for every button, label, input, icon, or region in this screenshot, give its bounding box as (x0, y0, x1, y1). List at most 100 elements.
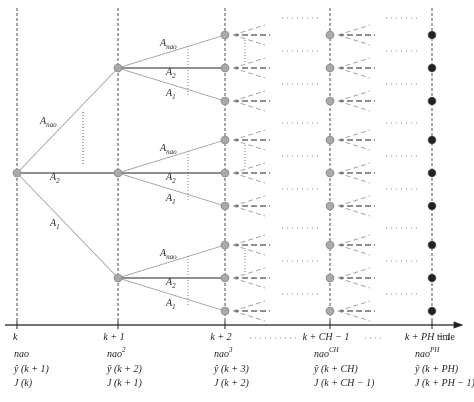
node (113, 63, 123, 73)
fan (232, 310, 266, 322)
fan (232, 24, 266, 36)
fan (337, 172, 371, 184)
cost-label: J (k) (14, 378, 33, 389)
edge-label: Anao (159, 248, 177, 261)
edge (117, 244, 226, 279)
edge-label-base: A (165, 172, 173, 183)
time-tick-label: k (13, 332, 18, 343)
decoration (16, 8, 433, 339)
power-label: naoPH (415, 346, 440, 360)
fan (232, 90, 266, 102)
node (427, 96, 437, 106)
edge-label-sub: 2 (172, 177, 176, 185)
edge-label-base: A (159, 143, 167, 154)
node (220, 135, 230, 145)
node (220, 30, 230, 40)
node (220, 273, 230, 283)
node (427, 63, 437, 73)
power-label: nao2 (107, 346, 126, 360)
fan (337, 34, 371, 46)
fan (232, 277, 266, 289)
fan (232, 172, 266, 184)
power-label-base: nao (415, 349, 430, 360)
edge-label-sub: 2 (172, 72, 176, 80)
node (325, 306, 335, 316)
fan (337, 277, 371, 289)
output-label: ŷ (k + 2) (106, 364, 142, 375)
fan (337, 234, 371, 246)
power-label: naoCH (314, 346, 340, 360)
edge-label: Anao (39, 116, 57, 129)
node (325, 96, 335, 106)
edge-label: Anao (159, 143, 177, 156)
fan (232, 300, 266, 312)
node (220, 96, 230, 106)
fan (337, 162, 371, 174)
edge-label-sub: 1 (172, 93, 176, 101)
edge-label-sub: nao (166, 148, 177, 156)
power-label-sup: CH (329, 346, 340, 354)
fan (337, 24, 371, 36)
edge-label-base: A (165, 298, 173, 309)
node (220, 63, 230, 73)
edge-label-base: A (49, 218, 57, 229)
time-tick-label: k + 1 (103, 332, 124, 343)
node (325, 63, 335, 73)
edge-label-sub: 1 (172, 303, 176, 311)
edge-label: Anao (159, 38, 177, 51)
node (325, 135, 335, 145)
fan (337, 195, 371, 207)
edge (117, 139, 226, 174)
fan (232, 244, 266, 256)
edge-label: A2 (49, 172, 60, 185)
fan (337, 267, 371, 279)
node (113, 273, 123, 283)
node (12, 168, 22, 178)
edge-label: A1 (49, 218, 60, 231)
fan (232, 139, 266, 151)
power-label-sup: PH (429, 346, 440, 354)
cost-label: J (k + 1) (107, 378, 142, 389)
cost-label: J (k + PH − 1) (415, 378, 474, 389)
edge-label: A1 (165, 193, 176, 206)
node (325, 240, 335, 250)
node (427, 240, 437, 250)
cost-label: J (k + CH − 1) (314, 378, 375, 389)
edge-label-sub: 2 (56, 177, 60, 185)
cost-label: J (k + 2) (214, 378, 249, 389)
fan (232, 34, 266, 46)
fan (337, 244, 371, 256)
output-label: ŷ (k + 3) (213, 364, 249, 375)
edge-label-sub: 1 (172, 198, 176, 206)
node (427, 168, 437, 178)
edge-label: A2 (165, 172, 176, 185)
edge-label-base: A (159, 38, 167, 49)
output-label: ŷ (k + 1) (13, 364, 49, 375)
fan (337, 139, 371, 151)
edge-label-sub: nao (166, 253, 177, 261)
power-label: nao (14, 349, 29, 360)
power-label-base: nao (107, 349, 122, 360)
node (113, 168, 123, 178)
edge-label-base: A (39, 116, 47, 127)
fan (232, 162, 266, 174)
time-label: time (437, 332, 455, 343)
edge (16, 67, 119, 174)
node (220, 201, 230, 211)
edge-label-base: A (49, 172, 57, 183)
node (325, 273, 335, 283)
fan (337, 300, 371, 312)
node (427, 201, 437, 211)
power-label-base: nao (314, 349, 329, 360)
time-tick-label: k + 2 (210, 332, 231, 343)
edge-label-sub: 1 (56, 223, 60, 231)
node (427, 30, 437, 40)
time-tick-label: k + PH − 1 (405, 332, 451, 343)
power-label-base: nao (14, 349, 29, 360)
node (220, 168, 230, 178)
fan (337, 67, 371, 79)
fan (337, 205, 371, 217)
fan (337, 129, 371, 141)
edge (117, 67, 226, 102)
